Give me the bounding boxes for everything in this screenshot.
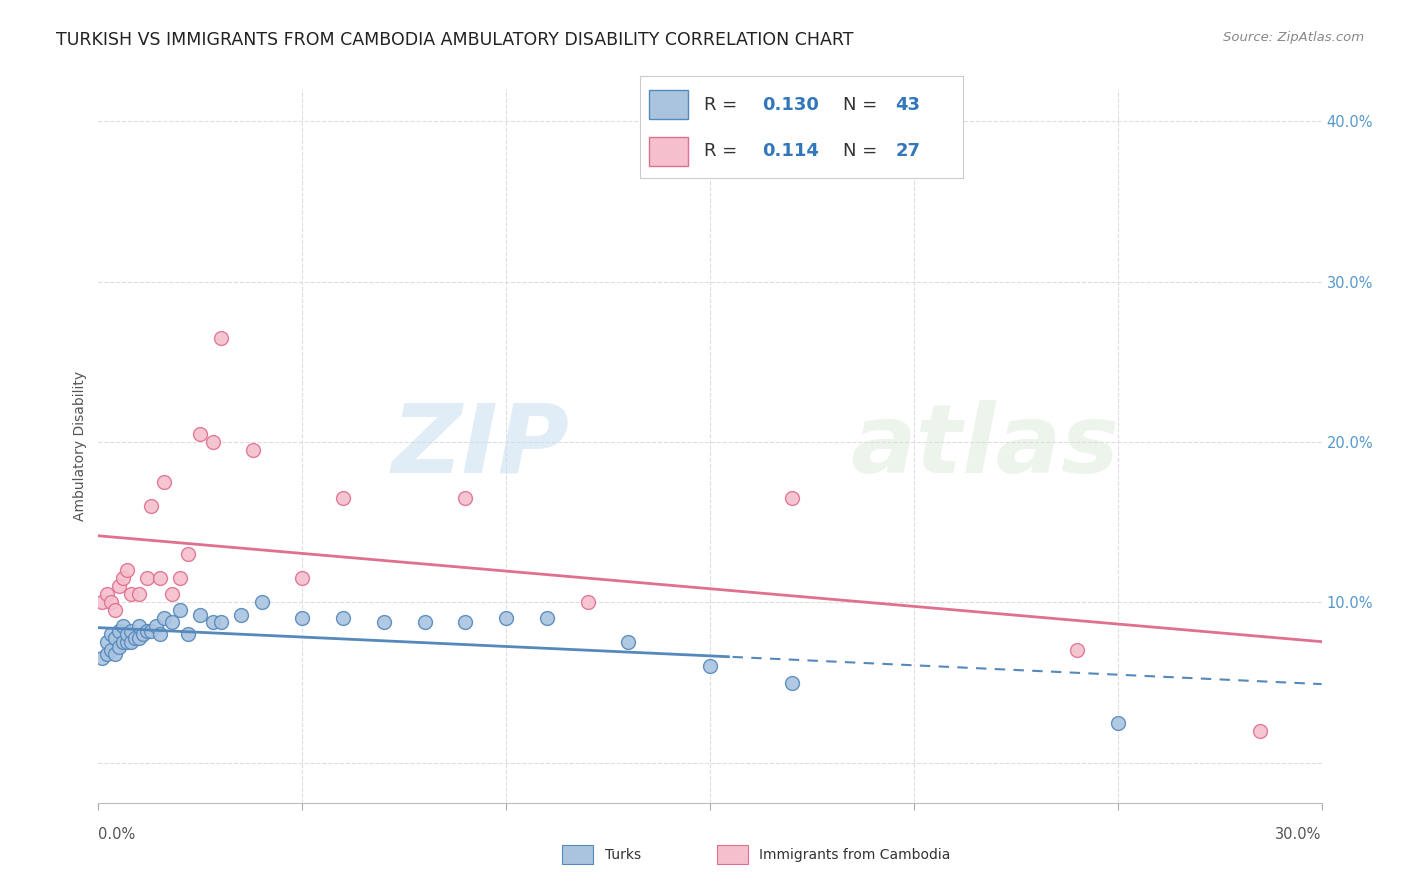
Point: [120, 587, 142, 601]
Point: [141, 499, 163, 513]
Text: 0.130: 0.130: [762, 95, 820, 113]
Point: [115, 627, 138, 641]
Point: [152, 611, 174, 625]
Point: [104, 647, 127, 661]
Point: [201, 435, 224, 450]
Point: [160, 615, 183, 629]
Point: [454, 491, 477, 505]
Point: [454, 615, 477, 629]
Text: N =: N =: [844, 142, 877, 161]
Point: [291, 611, 314, 625]
Point: [100, 595, 122, 609]
Point: [111, 571, 134, 585]
Point: [188, 608, 212, 623]
Point: [780, 491, 803, 505]
Point: [780, 675, 803, 690]
Point: [108, 640, 131, 655]
Point: [100, 627, 122, 641]
Text: R =: R =: [704, 142, 738, 161]
Point: [120, 624, 142, 639]
Text: 0.114: 0.114: [762, 142, 820, 161]
Bar: [650, 90, 689, 119]
Text: N =: N =: [844, 95, 877, 113]
Y-axis label: Ambulatory Disability: Ambulatory Disability: [73, 371, 87, 521]
Point: [160, 587, 183, 601]
Point: [128, 587, 150, 601]
Point: [91, 595, 114, 609]
Point: [115, 635, 138, 649]
Point: [145, 619, 167, 633]
Point: [124, 631, 146, 645]
Point: [111, 619, 134, 633]
Point: [104, 631, 127, 645]
Point: [495, 611, 517, 625]
Text: atlas: atlas: [851, 400, 1119, 492]
Point: [104, 603, 127, 617]
Point: [1107, 715, 1129, 730]
Point: [120, 635, 142, 649]
Point: [96, 647, 118, 661]
Point: [1249, 723, 1271, 738]
Point: [250, 595, 273, 609]
Point: [169, 571, 191, 585]
Point: [576, 595, 599, 609]
Point: [152, 475, 174, 489]
Point: [332, 611, 354, 625]
Point: [115, 563, 138, 577]
Text: ZIP: ZIP: [391, 400, 569, 492]
Point: [141, 624, 163, 639]
Point: [108, 624, 131, 639]
Text: Turks: Turks: [605, 847, 641, 862]
Point: [149, 627, 172, 641]
Point: [96, 635, 118, 649]
Point: [242, 442, 264, 457]
Text: Source: ZipAtlas.com: Source: ZipAtlas.com: [1223, 31, 1364, 45]
Point: [209, 615, 232, 629]
Point: [699, 659, 721, 673]
Point: [128, 631, 150, 645]
Point: [177, 547, 200, 561]
Text: 30.0%: 30.0%: [1275, 827, 1322, 841]
Point: [209, 331, 232, 345]
Text: 27: 27: [896, 142, 920, 161]
Point: [149, 571, 172, 585]
Point: [136, 624, 159, 639]
Point: [291, 571, 314, 585]
Point: [96, 587, 118, 601]
Text: Immigrants from Cambodia: Immigrants from Cambodia: [759, 847, 950, 862]
Point: [169, 603, 191, 617]
Point: [188, 427, 212, 442]
Text: 0.0%: 0.0%: [98, 827, 135, 841]
Text: TURKISH VS IMMIGRANTS FROM CAMBODIA AMBULATORY DISABILITY CORRELATION CHART: TURKISH VS IMMIGRANTS FROM CAMBODIA AMBU…: [56, 31, 853, 49]
Point: [136, 571, 159, 585]
Text: R =: R =: [704, 95, 738, 113]
Text: 43: 43: [896, 95, 920, 113]
Point: [91, 651, 114, 665]
Point: [108, 579, 131, 593]
Point: [536, 611, 558, 625]
Point: [177, 627, 200, 641]
Point: [373, 615, 395, 629]
Point: [201, 615, 224, 629]
Point: [1066, 643, 1088, 657]
Point: [413, 615, 436, 629]
Point: [231, 608, 253, 623]
Bar: [650, 137, 689, 166]
Point: [332, 491, 354, 505]
Point: [128, 619, 150, 633]
Point: [617, 635, 640, 649]
Point: [132, 627, 155, 641]
Point: [100, 643, 122, 657]
Point: [111, 635, 134, 649]
